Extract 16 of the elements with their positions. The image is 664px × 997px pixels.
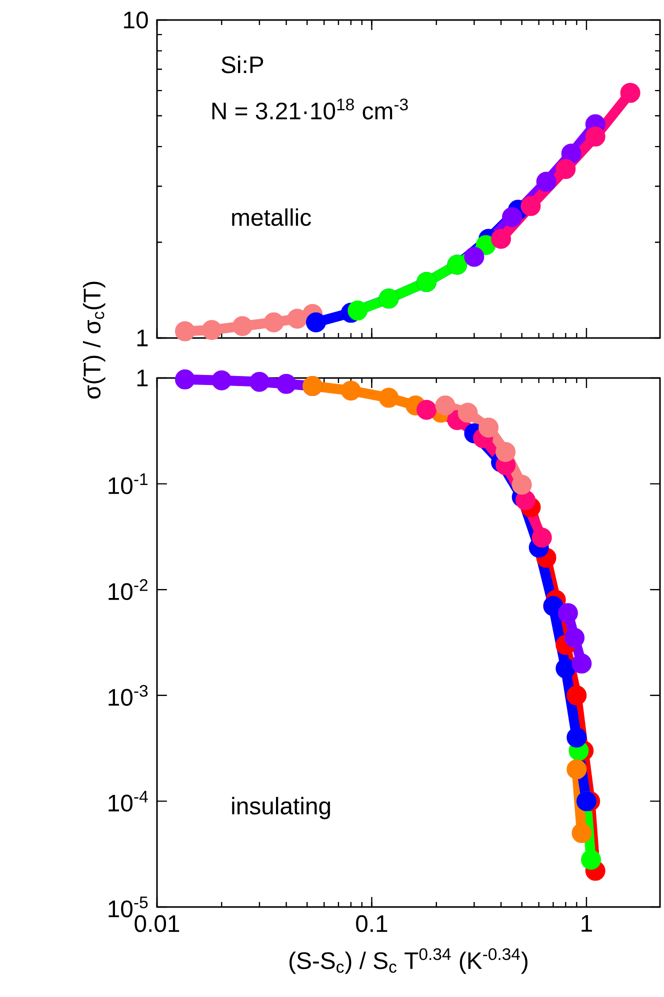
y-tick-label: 10$^{-2}$ — [108, 579, 148, 600]
y-tick-label: 10$^{-4}$ — [108, 790, 148, 812]
x-tick-label: 0.01 — [134, 915, 180, 932]
annotation: Si:P — [222, 56, 264, 74]
text: (S-S$_{c}$) / S$_{c}$ T$^{0.34}$ (K$^{-0.34}$) — [290, 948, 528, 974]
annotation: N = 3.21·10$^{18}$ cm$^{-3}$ — [212, 98, 408, 120]
y-tick-label: 1 — [137, 370, 148, 386]
annotation: insulating — [232, 796, 330, 820]
x-tick-label: 0.1 — [356, 915, 388, 932]
y-axis-title: σ(T) / σ$_{c}$(T) — [82, 282, 106, 399]
y-tick-label: 10 — [124, 12, 148, 28]
y-tick-label: 10$^{-3}$ — [108, 684, 148, 706]
x-tick-label: 1 — [582, 915, 592, 932]
annotation: metallic — [232, 208, 311, 226]
y-tick-label: 1 — [137, 330, 148, 346]
y-tick-label: 10$^{-1}$ — [108, 473, 148, 494]
